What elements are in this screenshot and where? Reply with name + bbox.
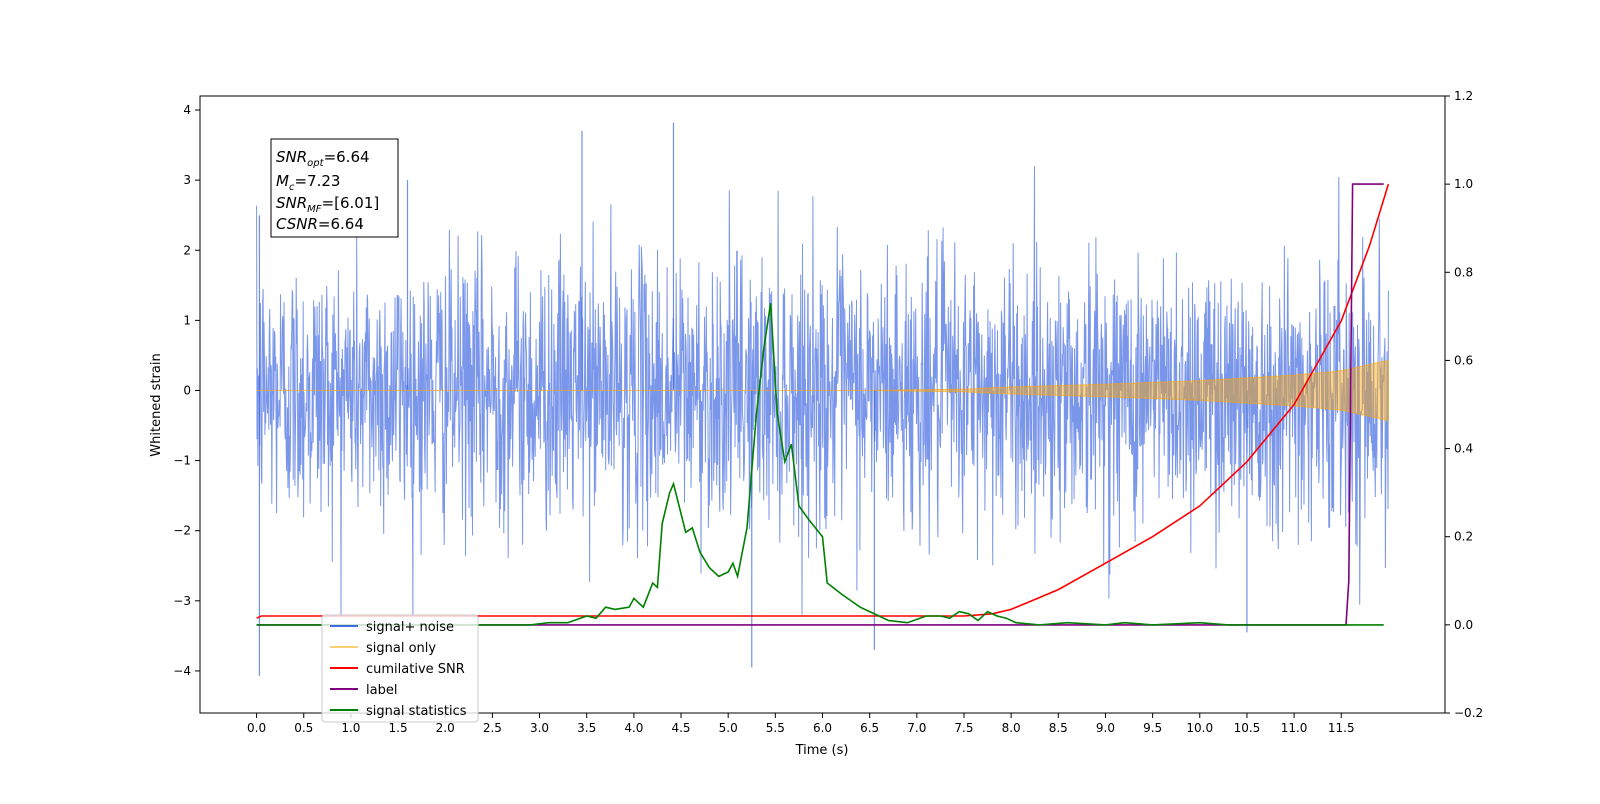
x-tick-label: 11.0 [1281, 721, 1308, 735]
x-tick-label: 2.5 [483, 721, 502, 735]
x-tick-label: 9.0 [1096, 721, 1115, 735]
x-tick-label: 1.0 [341, 721, 360, 735]
y-tick-label: −2 [173, 524, 191, 538]
x-tick-label: 3.5 [577, 721, 596, 735]
series-labelline [256, 183, 1384, 626]
x-tick-label: 7.0 [907, 721, 926, 735]
y-tick-label: −3 [173, 594, 191, 608]
x-tick-label: 0.5 [294, 721, 313, 735]
y-tick-label: 0 [183, 383, 191, 397]
y2-tick-label: 1.2 [1454, 89, 1473, 103]
series-signal-only [256, 359, 1389, 422]
y2-tick-label: −0.2 [1454, 706, 1483, 720]
y2-tick-label: 0.0 [1454, 618, 1473, 632]
y-axis-label: Whitened strain [149, 353, 164, 456]
y2-tick-label: 0.4 [1454, 442, 1473, 456]
x-tick-label: 2.0 [436, 721, 455, 735]
x-axis: 0.0 0.5 1.0 1.5 2.0 2.5 3.0 3.5 4.0 4.5 5.0 5.5 6.0 6… [247, 713, 1355, 735]
y-tick-label: −4 [173, 664, 191, 678]
series-signal-noise [256, 122, 1389, 676]
signal-noise-line [256, 166, 1389, 615]
legend-entry-signal-only: signal only [330, 641, 436, 656]
x-tick-label: 6.5 [860, 721, 879, 735]
y-tick-label: 3 [183, 173, 191, 187]
x-tick-label: 7.5 [954, 721, 973, 735]
x-tick-label: 4.5 [671, 721, 690, 735]
y-axis-left: 4 3 2 1 0 −1 −2 −3 −4 [173, 103, 200, 678]
legend-entry-signal-statistics: signal statistics [330, 704, 467, 719]
annotation-mc: Mc=7.23 [276, 172, 340, 193]
legend-entry-label: label [330, 683, 397, 698]
x-tick-label: 1.5 [389, 721, 408, 735]
legend-label: label [366, 683, 397, 698]
x-tick-label: 11.5 [1328, 721, 1355, 735]
annotation-snr-mf: SNRMF=[6.01] [276, 194, 379, 215]
legend-label: signal+ noise [366, 620, 454, 635]
legend-entry-cumulative-snr: cumilative SNR [330, 662, 465, 677]
series-lines [256, 183, 1390, 626]
y-tick-label: −1 [173, 454, 191, 468]
legend-frame [321, 614, 479, 723]
annotation-snr-opt: SNRopt=6.64 [276, 148, 370, 169]
legend-label: signal only [366, 641, 436, 656]
x-tick-label: 8.0 [1002, 721, 1021, 735]
y-tick-label: 4 [183, 103, 191, 117]
legend-entry-signal-noise: signal+ noise [330, 620, 454, 635]
y-tick-label: 1 [183, 313, 191, 327]
x-tick-label: 10.5 [1234, 721, 1261, 735]
series-cumilative-snrline [256, 183, 1390, 619]
annotation-box: SNRopt=6.64 Mc=7.23 SNRMF=[6.01] CSNR=6.… [270, 138, 399, 238]
x-tick-label: 6.0 [813, 721, 832, 735]
x-tick-label: 0.0 [247, 721, 266, 735]
x-tick-label: 9.5 [1143, 721, 1162, 735]
legend-label: signal statistics [366, 704, 467, 719]
x-tick-label: 5.5 [766, 721, 785, 735]
y2-tick-label: 0.2 [1454, 530, 1473, 544]
series-signal-statisticsline [256, 302, 1384, 626]
x-axis-label: Time (s) [795, 743, 849, 758]
x-tick-label: 8.5 [1049, 721, 1068, 735]
y-tick-label: 2 [183, 243, 191, 257]
legend: signal+ noise signal only cumilative SNR… [321, 614, 479, 723]
signal-only-band [256, 359, 1389, 422]
x-tick-label: 4.0 [624, 721, 643, 735]
y2-tick-label: 0.6 [1454, 353, 1473, 367]
x-tick-label: 3.0 [530, 721, 549, 735]
y-axis-right: 1.2 1.0 0.8 0.6 0.4 0.2 0.0 −0.2 [1445, 89, 1483, 720]
x-tick-label: 5.0 [719, 721, 738, 735]
annotation-frame [270, 138, 399, 238]
x-tick-label: 10.0 [1186, 721, 1213, 735]
legend-label: cumilative SNR [366, 662, 465, 677]
y2-tick-label: 1.0 [1454, 177, 1473, 191]
y2-tick-label: 0.8 [1454, 265, 1473, 279]
annotation-csnr: CSNR=6.64 [276, 215, 364, 233]
